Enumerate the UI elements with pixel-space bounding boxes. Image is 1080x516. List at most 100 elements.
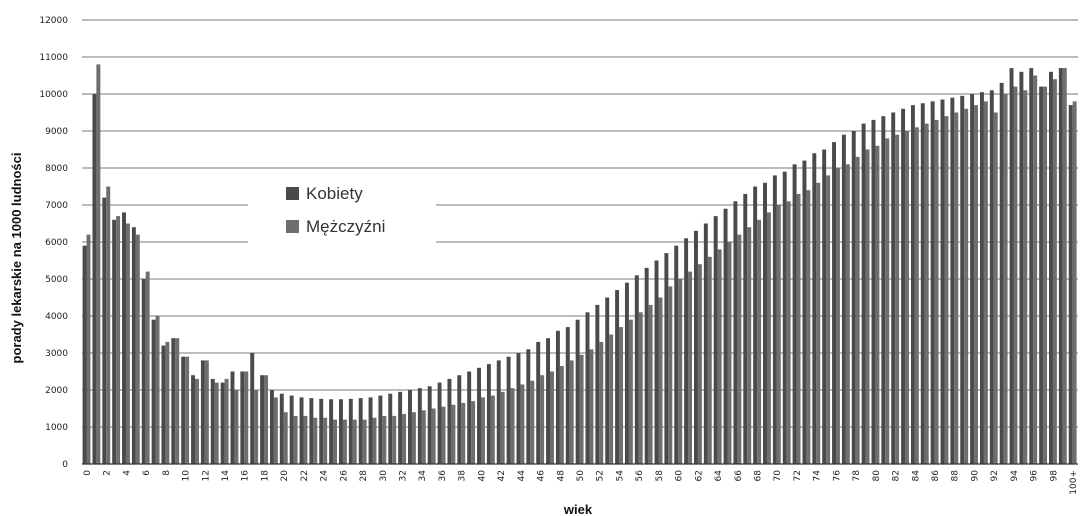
bar-kobiety-64 bbox=[713, 216, 718, 464]
bar-mezczyzni-80 bbox=[875, 145, 880, 465]
bar-mezczyzni-91 bbox=[983, 101, 988, 465]
bar-kobiety-2 bbox=[102, 197, 107, 464]
bar-mezczyzni-32 bbox=[402, 414, 407, 464]
y-tick-label: 1000 bbox=[45, 423, 68, 433]
bar-mezczyzni-58 bbox=[658, 297, 663, 464]
bar-kobiety-52 bbox=[595, 304, 600, 464]
bar-mezczyzni-34 bbox=[421, 410, 426, 464]
bar-kobiety-43 bbox=[506, 356, 511, 464]
x-tick-label: 80 bbox=[872, 470, 882, 482]
bar-mezczyzni-16 bbox=[244, 371, 249, 464]
bar-mezczyzni-90 bbox=[974, 105, 978, 464]
bar-mezczyzni-31 bbox=[392, 415, 397, 464]
x-tick-label: 38 bbox=[458, 470, 468, 482]
bar-kobiety-49 bbox=[565, 327, 570, 464]
bar-mezczyzni-54 bbox=[619, 327, 623, 464]
x-tick-label: 30 bbox=[379, 470, 389, 482]
y-tick-label: 11000 bbox=[39, 53, 68, 63]
bar-kobiety-57 bbox=[644, 267, 649, 464]
legend-swatch bbox=[286, 187, 299, 200]
y-tick-label: 6000 bbox=[45, 238, 68, 248]
bar-kobiety-16 bbox=[240, 371, 245, 464]
y-tick-label: 2000 bbox=[45, 386, 68, 396]
bar-mezczyzni-93 bbox=[1003, 94, 1008, 464]
bar-kobiety-8 bbox=[161, 345, 166, 464]
bar-kobiety-85 bbox=[920, 103, 925, 464]
bar-mezczyzni-83 bbox=[905, 131, 909, 464]
bar-mezczyzni-70 bbox=[776, 205, 781, 464]
bar-mezczyzni-63 bbox=[707, 256, 712, 464]
bar-mezczyzni-23 bbox=[313, 417, 318, 464]
bar-kobiety-15 bbox=[230, 371, 235, 464]
bar-kobiety-0 bbox=[82, 245, 87, 464]
bar-mezczyzni-77 bbox=[845, 164, 850, 465]
bar-kobiety-34 bbox=[417, 388, 422, 464]
x-tick-label: 22 bbox=[300, 470, 310, 481]
bar-kobiety-11 bbox=[191, 375, 196, 464]
bar-kobiety-21 bbox=[289, 395, 294, 464]
bar-kobiety-61 bbox=[684, 238, 689, 464]
bar-mezczyzni-7 bbox=[155, 316, 160, 464]
bar-kobiety-13 bbox=[210, 378, 215, 464]
bar-kobiety-9 bbox=[171, 338, 176, 464]
x-tick-label: 36 bbox=[438, 470, 448, 482]
bar-kobiety-37 bbox=[447, 378, 452, 464]
bar-kobiety-19 bbox=[269, 390, 274, 464]
bar-kobiety-4 bbox=[122, 212, 126, 464]
bar-mezczyzni-97 bbox=[1043, 86, 1048, 464]
bar-mezczyzni-62 bbox=[697, 264, 702, 464]
bar-mezczyzni-12 bbox=[204, 360, 209, 464]
legend: Kobiety Mężczyźni bbox=[248, 176, 436, 246]
bar-mezczyzni-56 bbox=[638, 312, 643, 464]
bar-kobiety-44 bbox=[516, 353, 521, 464]
x-tick-label: 66 bbox=[734, 470, 744, 482]
bar-kobiety-6 bbox=[141, 279, 146, 464]
bar-mezczyzni-52 bbox=[599, 341, 604, 464]
bar-kobiety-55 bbox=[624, 282, 629, 464]
bar-kobiety-50 bbox=[575, 319, 580, 464]
y-tick-label: 0 bbox=[62, 460, 68, 470]
bar-kobiety-27 bbox=[348, 398, 353, 464]
bar-mezczyzni-86 bbox=[934, 119, 939, 465]
bar-kobiety-74 bbox=[812, 153, 817, 464]
bar-mezczyzni-69 bbox=[766, 212, 771, 464]
bar-kobiety-68 bbox=[753, 186, 758, 464]
bar-kobiety-17 bbox=[250, 353, 255, 464]
x-tick-label: 24 bbox=[320, 470, 330, 482]
bar-mezczyzni-82 bbox=[895, 134, 900, 464]
bar-kobiety-40 bbox=[477, 367, 481, 464]
x-tick-label: 18 bbox=[260, 470, 270, 482]
bar-mezczyzni-21 bbox=[293, 415, 298, 464]
bar-mezczyzni-8 bbox=[165, 341, 170, 464]
x-tick-label: 88 bbox=[951, 470, 961, 482]
bar-kobiety-53 bbox=[605, 297, 610, 464]
y-tick-label: 7000 bbox=[45, 201, 68, 211]
bar-kobiety-51 bbox=[585, 312, 590, 464]
x-tick-label: 60 bbox=[675, 470, 685, 482]
bar-mezczyzni-14 bbox=[224, 378, 229, 464]
x-tick-label: 4 bbox=[122, 470, 132, 476]
bar-kobiety-66 bbox=[733, 201, 738, 465]
bar-mezczyzni-1 bbox=[96, 64, 101, 465]
bar-mezczyzni-13 bbox=[214, 382, 219, 464]
bar-mezczyzni-66 bbox=[737, 234, 742, 464]
bar-mezczyzni-25 bbox=[333, 419, 338, 464]
legend-box bbox=[248, 176, 436, 246]
bar-kobiety-99 bbox=[1058, 68, 1063, 464]
bar-mezczyzni-88 bbox=[954, 112, 959, 464]
bar-mezczyzni-19 bbox=[273, 397, 278, 464]
bar-kobiety-77 bbox=[841, 134, 846, 464]
x-tick-label: 70 bbox=[773, 470, 783, 482]
bar-kobiety-46 bbox=[536, 341, 541, 464]
bar-kobiety-84 bbox=[910, 105, 915, 464]
bar-mezczyzni-74 bbox=[816, 182, 821, 465]
x-tick-label: 68 bbox=[754, 470, 764, 482]
x-tick-label: 86 bbox=[931, 470, 941, 482]
bar-kobiety-96 bbox=[1029, 68, 1034, 464]
bar-mezczyzni-42 bbox=[500, 391, 505, 464]
x-tick-label: 2 bbox=[103, 470, 113, 476]
bar-mezczyzni-37 bbox=[451, 404, 456, 464]
x-tick-label: 64 bbox=[714, 470, 724, 482]
bar-mezczyzni-24 bbox=[323, 417, 328, 464]
